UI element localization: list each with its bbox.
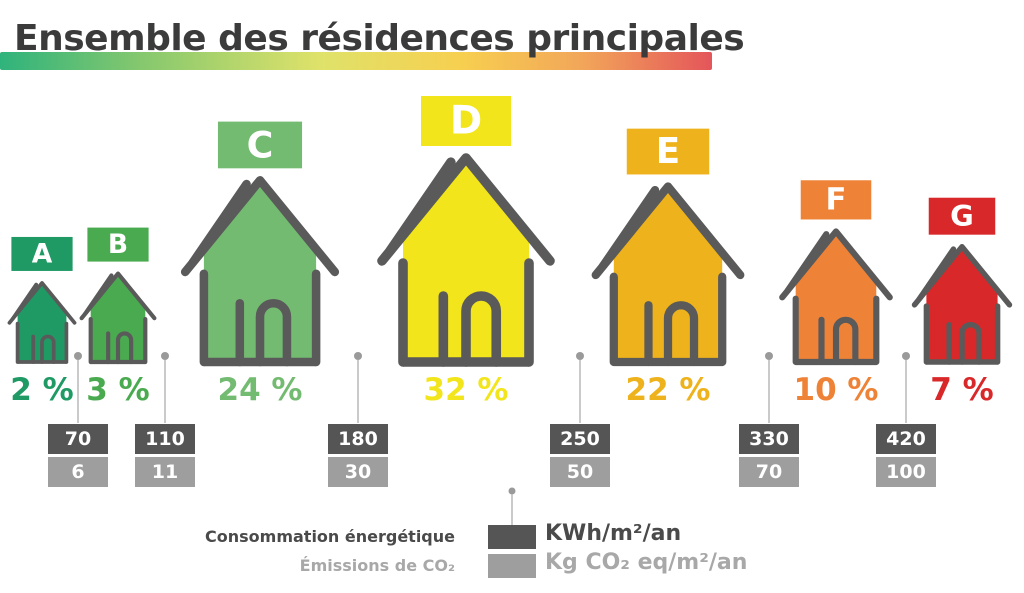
house-door-A	[40, 334, 56, 364]
bar-house-E: E 22 %	[591, 128, 745, 408]
threshold-1: 110 11	[135, 352, 195, 487]
co2-threshold-label: 11	[152, 461, 178, 483]
energy-threshold-label: 180	[338, 428, 378, 450]
grade-badge-B	[87, 227, 149, 262]
grade-badge-A	[11, 236, 73, 271]
bar-house-D: D 32 %	[377, 96, 555, 408]
threshold-3: 250 50	[550, 352, 610, 487]
house-walls-E	[609, 272, 727, 367]
house-door-D	[461, 291, 502, 367]
house-roof-line-C	[188, 179, 251, 267]
bar-house-A: A 2 %	[7, 236, 77, 408]
energy-threshold-box	[739, 424, 799, 454]
threshold-dot	[576, 352, 584, 360]
threshold-dot	[902, 352, 910, 360]
threshold-dot	[354, 352, 362, 360]
co2-threshold-box	[739, 457, 799, 487]
legend-co2-unit: Kg CO₂ eq/m²/an	[545, 550, 748, 575]
energy-threshold-label: 330	[749, 428, 789, 450]
energy-threshold-label: 250	[560, 428, 600, 450]
co2-threshold-label: 50	[567, 461, 593, 483]
house-roof-line-D	[385, 157, 456, 256]
energy-threshold-box	[876, 424, 936, 454]
co2-threshold-box	[328, 457, 388, 487]
energy-threshold-label: 420	[886, 428, 926, 450]
co2-threshold-box	[135, 457, 195, 487]
co2-threshold-box	[48, 457, 108, 487]
house-roof-line-B	[83, 273, 114, 316]
threshold-dot	[765, 352, 773, 360]
co2-threshold-label: 30	[345, 461, 371, 483]
energy-threshold-label: 110	[145, 428, 185, 450]
grade-badge-D	[421, 96, 511, 146]
grade-letter-A: A	[32, 238, 53, 269]
co2-threshold-label: 70	[756, 461, 782, 483]
energy-threshold-box	[135, 424, 195, 454]
chart-title: Ensemble des résidences principales	[14, 18, 745, 59]
house-walls-A	[15, 321, 69, 364]
legend-energy: Consommation énergétique KWh/m²/an	[150, 521, 790, 553]
threshold-2: 180 30	[328, 352, 388, 487]
legend-energy-label: Consommation énergétique	[205, 527, 455, 546]
bar-house-B: B 3 %	[79, 227, 157, 408]
house-walls-C	[199, 269, 321, 367]
grade-letter-E: E	[656, 131, 680, 172]
house-walls-G	[923, 303, 1001, 365]
value-label-B: 3 %	[86, 372, 149, 408]
house-roof-line-F	[784, 231, 830, 294]
bar-house-G: G 7 %	[911, 197, 1013, 408]
co2-threshold-box	[550, 457, 610, 487]
grade-letter-F: F	[826, 182, 847, 217]
house-door-F	[832, 316, 859, 366]
co2-threshold-label: 100	[886, 461, 926, 483]
house-roof-line-A	[10, 282, 39, 321]
co2-threshold-label: 6	[71, 461, 84, 483]
house-door-B	[115, 331, 134, 365]
house-walls-D	[398, 258, 534, 367]
value-label-A: 2 %	[10, 372, 73, 408]
bar-house-C: C 24 %	[180, 121, 340, 408]
house-door-E	[663, 301, 699, 367]
legend-connector	[508, 487, 516, 525]
energy-threshold-box	[328, 424, 388, 454]
grade-badge-C	[217, 121, 303, 169]
grade-letter-D: D	[450, 99, 482, 144]
house-walls-B	[88, 317, 148, 365]
value-label-D: 32 %	[424, 372, 509, 408]
threshold-dot	[74, 352, 82, 360]
legend-energy-swatch	[488, 525, 536, 549]
legend-co2-label: Émissions de CO₂	[299, 556, 455, 575]
value-label-G: 7 %	[930, 372, 993, 408]
value-label-F: 10 %	[794, 372, 879, 408]
house-roof-line-E	[598, 185, 660, 271]
legend-co2-swatch	[488, 554, 536, 578]
co2-threshold-box	[876, 457, 936, 487]
house-door-G	[959, 322, 982, 365]
threshold-dot	[161, 352, 169, 360]
grade-badge-F	[800, 180, 872, 220]
title-gradient-bar	[0, 52, 712, 70]
value-label-C: 24 %	[218, 372, 303, 408]
energy-threshold-box	[48, 424, 108, 454]
house-roof-line-G	[916, 246, 957, 302]
energy-threshold-box	[550, 424, 610, 454]
legend-connector-dot	[508, 487, 516, 495]
threshold-5: 420 100	[876, 352, 936, 487]
house-walls-F	[792, 295, 880, 366]
legend-co2: Émissions de CO₂ Kg CO₂ eq/m²/an	[150, 550, 790, 582]
legend-energy-unit: KWh/m²/an	[545, 521, 682, 546]
grade-badge-G	[928, 197, 996, 235]
value-label-E: 22 %	[626, 372, 711, 408]
energy-threshold-label: 70	[65, 428, 91, 450]
threshold-0: 70 6	[48, 352, 108, 487]
house-door-C	[255, 299, 292, 367]
grade-badge-E	[626, 128, 710, 175]
grade-letter-B: B	[108, 229, 128, 260]
threshold-4: 330 70	[739, 352, 799, 487]
bar-house-F: F 10 %	[779, 180, 893, 408]
grade-letter-G: G	[950, 199, 974, 233]
grade-letter-C: C	[247, 123, 274, 166]
